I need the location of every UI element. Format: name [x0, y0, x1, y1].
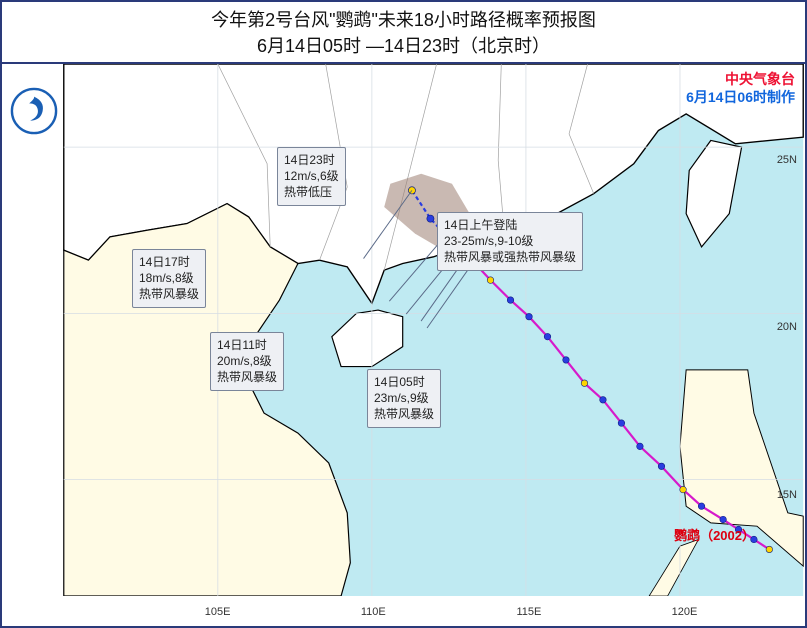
x-tick-label: 120E	[672, 606, 698, 618]
x-tick-label: 110E	[361, 606, 386, 618]
attribution-timestamp: 6月14日06时制作	[686, 88, 795, 106]
storm-name-label: 鹦鹉（2002）	[674, 525, 755, 544]
y-tick-label: 15N	[777, 489, 797, 501]
chart-title-line1: 今年第2号台风"鹦鹉"未来18小时路径概率预报图	[211, 6, 596, 32]
y-tick-label: 20N	[777, 321, 797, 333]
callout-17h: 14日17时18m/s,8级热带风暴级	[132, 249, 206, 308]
map-svg	[62, 64, 805, 596]
x-tick-label: 105E	[205, 606, 231, 618]
attribution-box: 中央气象台 6月14日06时制作	[686, 70, 795, 106]
y-tick-label: 25N	[777, 154, 797, 166]
chart-container: 今年第2号台风"鹦鹉"未来18小时路径概率预报图 6月14日05时 —14日23…	[0, 0, 807, 628]
callout-05h: 14日05时23m/s,9级热带风暴级	[367, 369, 441, 428]
x-tick-label: 115E	[516, 606, 541, 618]
chart-title-bar: 今年第2号台风"鹦鹉"未来18小时路径概率预报图 6月14日05时 —14日23…	[2, 2, 805, 64]
callout-11h: 14日11时20m/s,8级热带风暴级	[210, 332, 284, 391]
callout-landfall: 14日上午登陆23-25m/s,9-10级热带风暴或强热带风暴级	[437, 212, 583, 271]
callout-23h: 14日23时12m/s,6级热带低压	[277, 147, 346, 206]
chart-title-line2: 6月14日05时 —14日23时（北京时）	[257, 32, 550, 58]
nmc-logo-icon	[10, 87, 58, 135]
map-area: 中央气象台 6月14日06时制作 鹦鹉（2002） 14日05时23m/s,9级…	[62, 64, 805, 596]
attribution-source: 中央气象台	[686, 70, 795, 88]
